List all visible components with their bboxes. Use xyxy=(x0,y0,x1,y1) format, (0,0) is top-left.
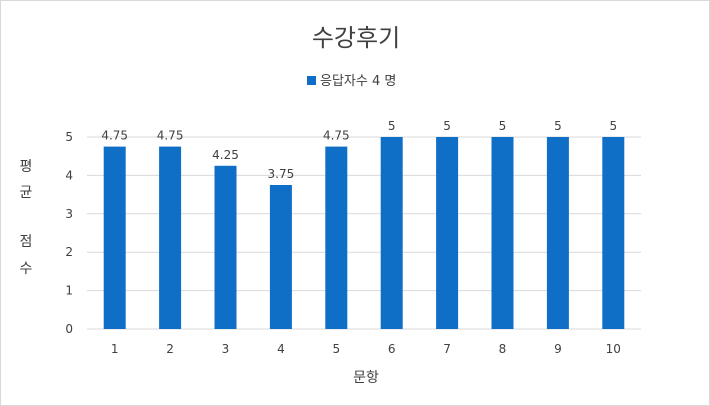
bar xyxy=(602,137,625,329)
bars xyxy=(103,137,625,329)
data-label: 5 xyxy=(554,119,562,133)
bar xyxy=(380,137,403,329)
y-tick-label: 1 xyxy=(65,284,73,298)
bar xyxy=(546,137,569,329)
legend-swatch xyxy=(307,76,316,85)
data-label: 5 xyxy=(609,119,617,133)
x-tick-label: 9 xyxy=(554,342,562,356)
x-tick-label: 4 xyxy=(277,342,285,356)
bar xyxy=(103,146,126,329)
legend: 응답자수 4 명 xyxy=(307,74,396,89)
y-axis-title-char: 점 xyxy=(20,234,33,250)
bar xyxy=(269,185,292,329)
x-tick-label: 7 xyxy=(443,342,451,356)
y-axis-title: 평 균 점 수 xyxy=(20,159,33,277)
y-tick-label: 4 xyxy=(65,168,73,182)
chart-title: 수강후기 xyxy=(312,24,400,52)
x-tick-labels: 1 2 3 4 5 6 7 8 9 10 xyxy=(111,342,621,356)
y-axis-title-char: 평 xyxy=(20,159,33,175)
data-labels: 4.75 4.75 4.25 3.75 4.75 5 5 5 5 5 xyxy=(101,119,617,181)
y-tick-label: 5 xyxy=(65,130,73,144)
y-tick-labels: 0 1 2 3 4 5 xyxy=(65,130,73,336)
y-axis-title-char: 수 xyxy=(20,261,33,277)
x-tick-label: 8 xyxy=(499,342,507,356)
data-label: 4.75 xyxy=(101,129,128,143)
y-tick-label: 2 xyxy=(65,245,73,259)
x-tick-label: 1 xyxy=(111,342,119,356)
legend-label: 응답자수 4 명 xyxy=(320,74,396,89)
bar xyxy=(214,165,237,329)
data-label: 5 xyxy=(499,119,507,133)
data-label: 4.25 xyxy=(212,148,239,162)
x-axis-title: 문항 xyxy=(353,370,379,386)
bar xyxy=(325,146,348,329)
bar xyxy=(159,146,182,329)
bar xyxy=(491,137,514,329)
data-label: 4.75 xyxy=(157,129,184,143)
data-label: 3.75 xyxy=(268,167,295,181)
y-tick-label: 0 xyxy=(65,322,73,336)
data-label: 5 xyxy=(443,119,451,133)
x-tick-label: 10 xyxy=(606,342,621,356)
y-tick-label: 3 xyxy=(65,207,73,221)
bar xyxy=(436,137,459,329)
x-tick-label: 3 xyxy=(222,342,230,356)
x-tick-label: 6 xyxy=(388,342,396,356)
y-axis-title-char: 균 xyxy=(20,185,33,201)
data-label: 4.75 xyxy=(323,129,350,143)
x-tick-label: 5 xyxy=(332,342,340,356)
data-label: 5 xyxy=(388,119,396,133)
x-tick-label: 2 xyxy=(166,342,174,356)
